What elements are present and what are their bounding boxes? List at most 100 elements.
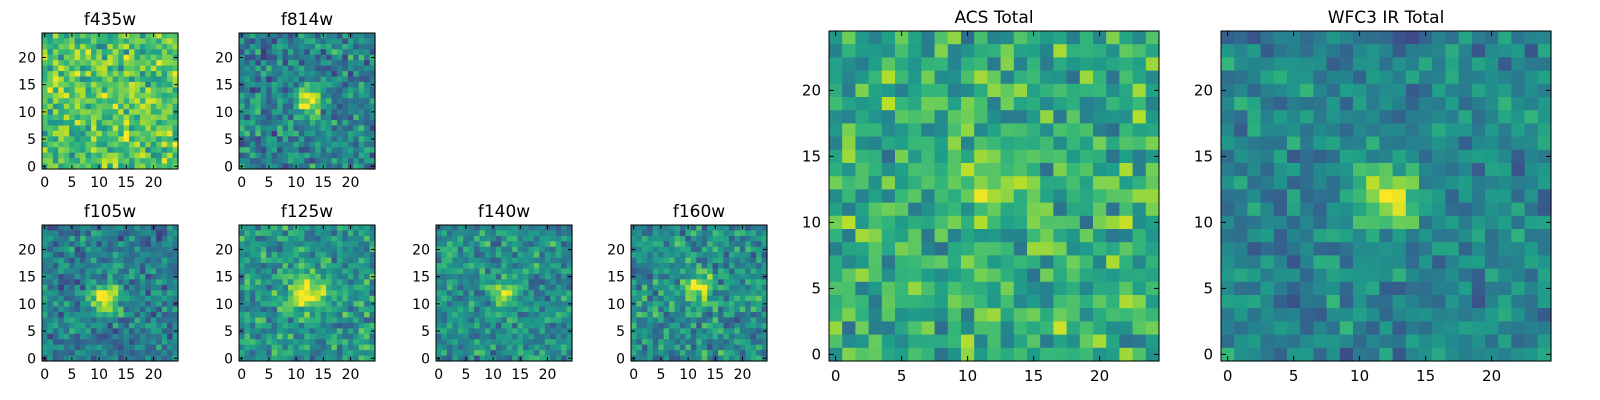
heatmap-cell bbox=[1392, 176, 1407, 190]
heatmap-cell bbox=[734, 241, 741, 248]
heatmap-cell bbox=[1093, 215, 1107, 230]
heatmap-cell bbox=[436, 333, 443, 340]
heatmap-cell bbox=[85, 328, 92, 335]
heatmap-cell bbox=[1524, 189, 1539, 204]
heatmap-cell bbox=[150, 38, 157, 45]
heatmap-cell bbox=[756, 312, 763, 319]
heatmap-cell bbox=[309, 136, 316, 143]
heatmap-cell bbox=[112, 125, 119, 132]
heatmap-cell bbox=[855, 255, 870, 270]
heatmap-cell bbox=[1053, 110, 1068, 124]
heatmap-cell bbox=[987, 308, 1002, 322]
heatmap-cell bbox=[1313, 123, 1328, 138]
heatmap-cell bbox=[987, 321, 1002, 336]
heatmap-cell bbox=[1432, 70, 1446, 85]
heatmap-cell bbox=[134, 230, 141, 237]
heatmap-cell bbox=[85, 109, 92, 116]
heatmap-cell bbox=[1485, 110, 1499, 124]
heatmap-cell bbox=[74, 109, 81, 116]
heatmap-cell bbox=[353, 92, 360, 99]
heatmap-cell bbox=[506, 230, 513, 237]
heatmap-cell bbox=[1524, 31, 1539, 45]
heatmap-cell bbox=[441, 306, 448, 313]
heatmap-cell bbox=[1498, 97, 1512, 111]
heatmap-cell bbox=[631, 312, 638, 319]
heatmap-cell bbox=[974, 163, 988, 177]
heatmap-cell bbox=[921, 44, 936, 58]
heatmap-cell bbox=[315, 158, 322, 165]
heatmap-cell bbox=[342, 87, 349, 94]
heatmap-cell bbox=[947, 242, 962, 256]
heatmap-cell bbox=[107, 158, 114, 165]
heatmap-cell bbox=[750, 339, 757, 346]
heatmap-cell bbox=[101, 306, 108, 313]
heatmap-cell bbox=[150, 114, 157, 121]
heatmap-cell bbox=[326, 279, 333, 286]
heatmap-cell bbox=[167, 290, 174, 297]
heatmap-cell bbox=[934, 44, 949, 58]
heatmap-cell bbox=[85, 125, 92, 132]
heatmap-cell bbox=[555, 257, 562, 264]
heatmap-cell bbox=[506, 246, 513, 253]
heatmap-cell bbox=[734, 273, 741, 280]
heatmap-cell bbox=[80, 263, 87, 270]
heatmap-cell bbox=[1221, 202, 1235, 217]
heatmap-cell bbox=[58, 301, 65, 308]
heatmap-cell bbox=[868, 136, 883, 151]
heatmap-cell bbox=[669, 279, 676, 286]
heatmap-cell bbox=[921, 308, 936, 322]
heatmap-cell bbox=[85, 317, 92, 324]
heatmap-cell bbox=[641, 257, 648, 264]
heatmap-cell bbox=[528, 312, 535, 319]
heatmap-cell bbox=[320, 344, 327, 351]
heatmap-cell bbox=[342, 163, 349, 170]
heatmap-cell bbox=[167, 230, 174, 237]
heatmap-cell bbox=[501, 230, 508, 237]
heatmap-cell bbox=[1013, 268, 1028, 283]
heatmap-cell bbox=[326, 333, 333, 340]
heatmap-cell bbox=[249, 130, 256, 137]
heatmap-cell bbox=[260, 279, 267, 286]
heatmap-cell bbox=[658, 235, 665, 242]
heatmap-cell bbox=[474, 328, 481, 335]
heatmap-cell bbox=[150, 147, 157, 154]
heatmap-cell bbox=[679, 279, 686, 286]
heatmap-cell bbox=[647, 306, 654, 313]
heatmap-cell bbox=[701, 322, 708, 329]
heatmap-cell bbox=[347, 65, 354, 72]
heatmap-cell bbox=[353, 109, 360, 116]
heatmap-cell bbox=[908, 136, 922, 151]
heatmap-cell bbox=[685, 306, 692, 313]
heatmap-cell bbox=[58, 152, 65, 159]
heatmap-cell bbox=[80, 92, 87, 99]
heatmap-cell bbox=[364, 230, 371, 237]
heatmap-cell bbox=[1432, 31, 1446, 45]
heatmap-cell bbox=[1079, 255, 1094, 270]
heatmap-cell bbox=[298, 147, 305, 154]
heatmap-cell bbox=[139, 328, 146, 335]
heatmap-cell bbox=[293, 109, 300, 116]
heatmap-cell bbox=[674, 328, 681, 335]
heatmap-cell bbox=[1247, 215, 1262, 230]
heatmap-cell bbox=[707, 295, 714, 302]
heatmap-cell bbox=[1027, 136, 1041, 151]
heatmap-cell bbox=[96, 333, 103, 340]
heatmap-cell bbox=[96, 284, 103, 291]
heatmap-cell bbox=[85, 225, 92, 232]
heatmap-cell bbox=[139, 295, 146, 302]
heatmap-cell bbox=[533, 295, 540, 302]
heatmap-cell bbox=[123, 60, 130, 67]
heatmap-cell bbox=[69, 92, 76, 99]
heatmap-cell bbox=[658, 333, 665, 340]
heatmap-cell bbox=[69, 152, 76, 159]
heatmap-cell bbox=[544, 230, 551, 237]
heatmap-cell bbox=[669, 322, 676, 329]
heatmap-cell bbox=[347, 87, 354, 94]
heatmap-cell bbox=[266, 263, 273, 270]
heatmap-cell bbox=[495, 263, 502, 270]
heatmap-cell bbox=[1093, 70, 1107, 85]
heatmap-cell bbox=[150, 273, 157, 280]
heatmap-cell bbox=[881, 70, 896, 85]
heatmap-cell bbox=[739, 263, 746, 270]
heatmap-cell bbox=[118, 49, 125, 56]
